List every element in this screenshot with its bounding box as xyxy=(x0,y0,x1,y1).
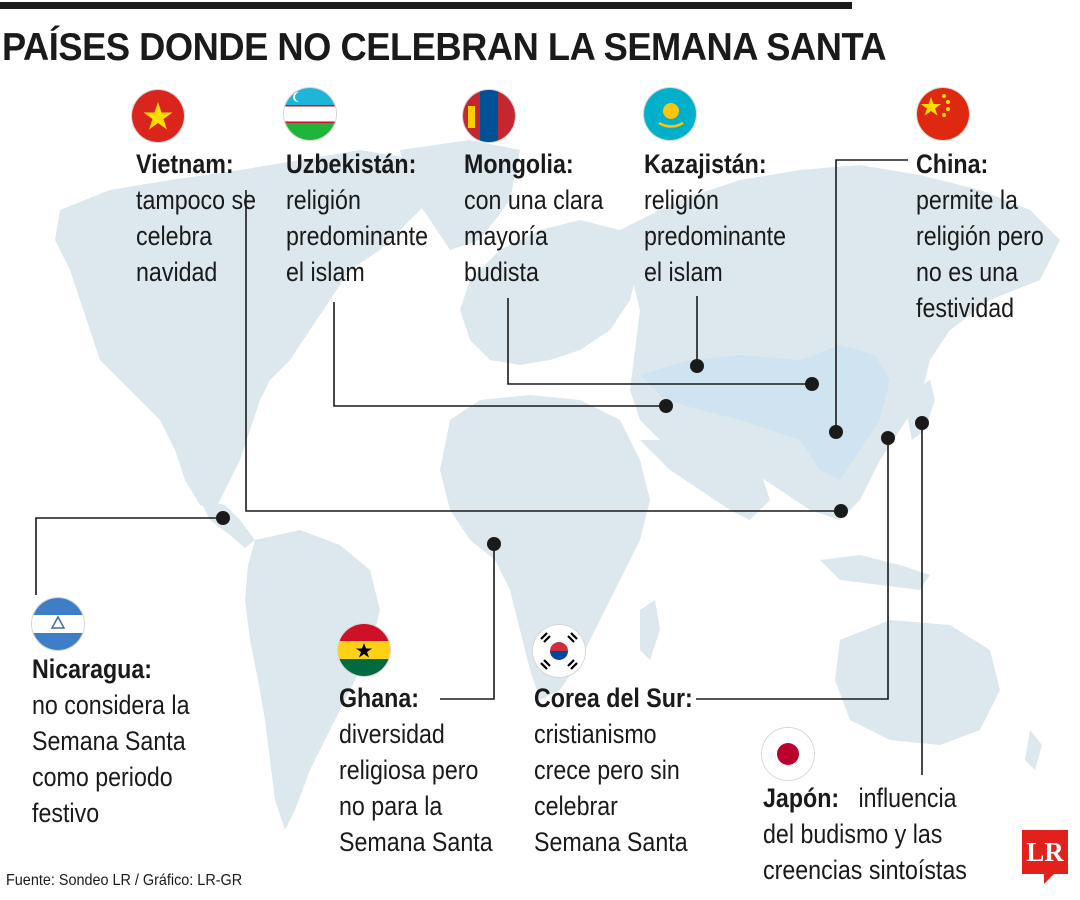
asia-landmass xyxy=(620,165,1060,520)
nicaragua-marker xyxy=(216,511,230,525)
greenland-landmass xyxy=(400,140,520,250)
ghana-connector xyxy=(440,544,495,700)
country-name: Japón: xyxy=(763,783,840,813)
south-korea-flag-icon xyxy=(533,625,585,677)
label-japan: Japón: influencia del budismo y las cree… xyxy=(763,780,967,888)
north-america-landmass xyxy=(55,150,430,510)
country-desc-line: con una clara xyxy=(464,185,604,215)
top-rule xyxy=(0,2,852,9)
country-desc-line: religión pero xyxy=(916,221,1044,251)
south-america-landmass xyxy=(245,530,380,830)
country-name: Ghana: xyxy=(339,683,419,713)
label-mongolia: Mongolia: con una clara mayoría budista xyxy=(464,146,603,290)
uzbekistan-flag-icon xyxy=(284,88,336,140)
country-desc-line: el islam xyxy=(644,257,723,287)
label-nicaragua: Nicaragua: no considera la Semana Santa … xyxy=(32,651,189,831)
country-desc-line: predominante xyxy=(644,221,787,251)
country-desc-line: mayoría xyxy=(464,221,548,251)
label-kazakhstan: Kazajistán: religión predominante el isl… xyxy=(644,146,786,290)
country-desc-line: Semana Santa xyxy=(339,827,493,857)
label-south-korea: Corea del Sur: cristianismo crece pero s… xyxy=(534,680,693,860)
country-name: Mongolia: xyxy=(464,149,574,179)
country-desc-line: celebrar xyxy=(534,791,618,821)
highlighted-region xyxy=(640,345,890,480)
china-marker xyxy=(829,425,843,439)
country-desc-line: festivo xyxy=(32,798,100,828)
ghana-marker xyxy=(487,537,501,551)
label-uzbekistan: Uzbekistán: religión predominante el isl… xyxy=(286,146,428,290)
japan-marker xyxy=(915,416,929,430)
country-name: Vietnam: xyxy=(136,149,234,179)
central-america-landmass xyxy=(200,500,255,548)
country-desc-line: cristianismo xyxy=(534,719,657,749)
label-vietnam: Vietnam: tampoco se celebra navidad xyxy=(136,146,256,290)
australia-landmass xyxy=(835,620,1000,745)
nicaragua-flag-icon xyxy=(32,598,84,650)
country-desc-line: Semana Santa xyxy=(32,726,186,756)
location-markers xyxy=(216,359,929,551)
country-name: China: xyxy=(916,149,989,179)
mongolia-connector xyxy=(507,298,812,385)
kazakhstan-marker xyxy=(690,359,704,373)
south-asia-landmass xyxy=(640,440,770,520)
uzbekistan-connector xyxy=(333,302,666,407)
continents xyxy=(55,140,1060,830)
page-title: PAÍSES DONDE NO CELEBRAN LA SEMANA SANTA xyxy=(2,26,887,69)
country-desc-line: diversidad xyxy=(339,719,445,749)
japan-landmass xyxy=(908,380,935,440)
country-name: Kazajistán: xyxy=(644,149,767,179)
vietnam-connector xyxy=(245,190,841,512)
country-desc-line: influencia xyxy=(845,783,957,813)
china-flag-icon xyxy=(917,88,969,140)
lr-logo: LR xyxy=(1022,830,1068,884)
new-zealand-landmass xyxy=(1025,730,1042,770)
kazakhstan-flag-icon xyxy=(644,88,696,140)
country-desc-line: religión xyxy=(286,185,361,215)
connector-lines xyxy=(35,159,923,775)
uzbekistan-marker xyxy=(659,399,673,413)
country-desc-line: del budismo y las xyxy=(763,819,943,849)
korea-marker xyxy=(881,431,895,445)
country-name: Nicaragua: xyxy=(32,654,153,684)
country-desc-line: celebra xyxy=(136,221,213,251)
korea-connector xyxy=(696,438,889,700)
country-desc-line: no para la xyxy=(339,791,443,821)
nicaragua-connector xyxy=(35,517,223,595)
country-desc-line: budista xyxy=(464,257,539,287)
china-connector xyxy=(835,159,908,432)
madagascar-landmass xyxy=(640,600,660,660)
country-desc-line: predominante xyxy=(286,221,429,251)
country-desc-line: el islam xyxy=(286,257,365,287)
indonesia-landmass xyxy=(820,555,930,590)
africa-landmass xyxy=(440,395,650,700)
country-name: Corea del Sur: xyxy=(534,683,693,713)
country-desc-line: religiosa pero xyxy=(339,755,479,785)
country-desc-line: crece pero sin xyxy=(534,755,680,785)
country-desc-line: tampoco se xyxy=(136,185,257,215)
country-desc-line: no considera la xyxy=(32,690,190,720)
country-name: Uzbekistán: xyxy=(286,149,417,179)
country-desc-line: festividad xyxy=(916,293,1015,323)
vietnam-marker xyxy=(834,504,848,518)
europe-landmass xyxy=(460,220,640,365)
country-desc-line: Semana Santa xyxy=(534,827,688,857)
label-china: China: permite la religión pero no es un… xyxy=(916,146,1044,326)
country-desc-line: creencias sintoístas xyxy=(763,855,967,885)
country-desc-line: no es una xyxy=(916,257,1019,287)
country-desc-line: navidad xyxy=(136,257,218,287)
country-desc-line: religión xyxy=(644,185,719,215)
japan-flag-icon xyxy=(762,728,814,780)
ghana-flag-icon xyxy=(338,624,390,676)
mongolia-marker xyxy=(805,377,819,391)
vietnam-flag-icon xyxy=(132,90,184,142)
label-ghana: Ghana: diversidad religiosa pero no para… xyxy=(339,680,493,860)
country-desc-line: permite la xyxy=(916,185,1018,215)
mongolia-flag-icon xyxy=(463,90,515,142)
source-credit: Fuente: Sondeo LR / Gráfico: LR-GR xyxy=(6,872,243,889)
country-desc-line: como periodo xyxy=(32,762,173,792)
